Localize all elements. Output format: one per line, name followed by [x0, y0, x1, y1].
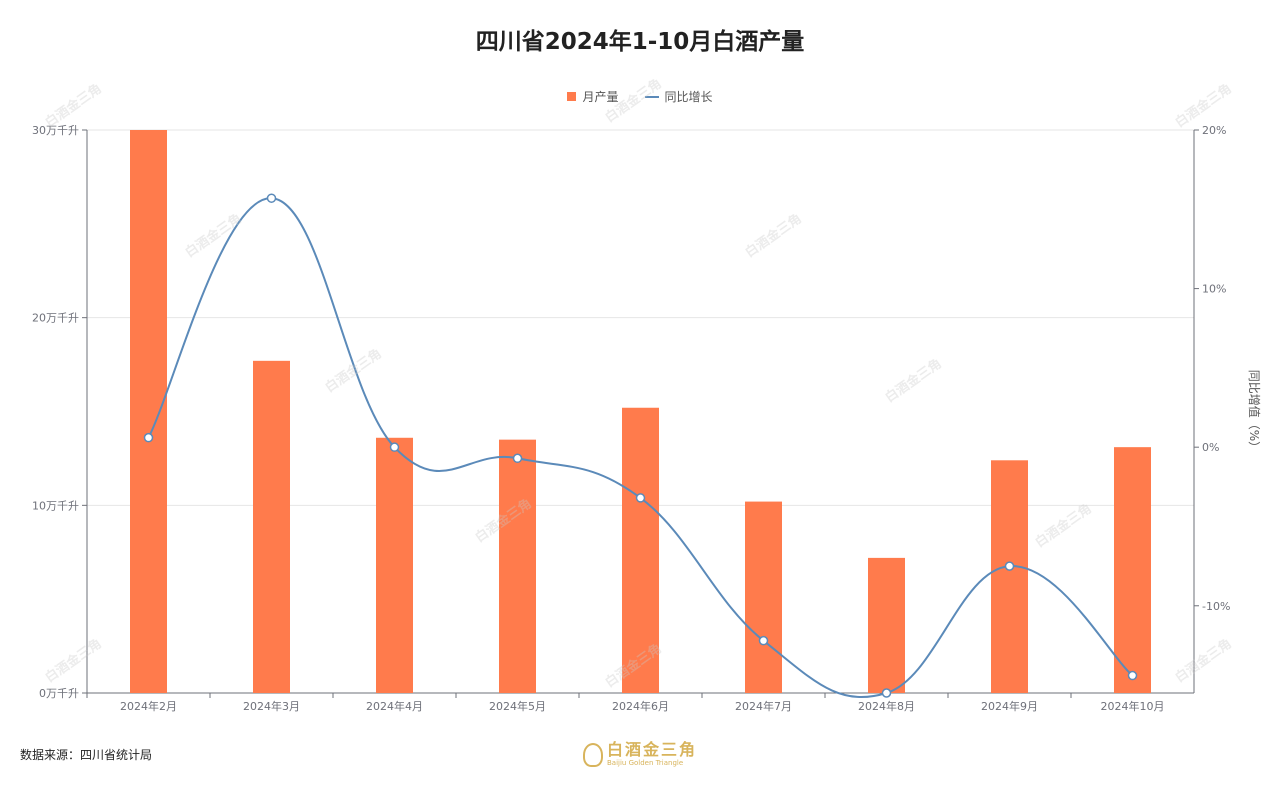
x-tick-label: 2024年10月 [1101, 699, 1165, 713]
legend-label-line: 同比增长 [664, 90, 713, 104]
brand-logo: 白酒金三角 Baijiu Golden Triangle [583, 742, 697, 767]
bar [376, 437, 413, 693]
y-left-tick-label: 20万千升 [32, 312, 79, 325]
legend-label-bar: 月产量 [582, 90, 619, 104]
logo-text-en: Baijiu Golden Triangle [607, 759, 684, 767]
legend-item-line[interactable]: 同比增长 [644, 88, 713, 105]
y-right-tick-label: 20% [1202, 124, 1226, 137]
x-tick-label: 2024年4月 [366, 699, 423, 713]
line-point [635, 493, 646, 503]
chart-title: 四川省2024年1-10月白酒产量 [475, 29, 805, 55]
x-tick-label: 2024年8月 [858, 699, 915, 713]
line-point [758, 635, 769, 646]
y-right-tick-label: -10% [1202, 600, 1230, 613]
line-point [266, 193, 277, 203]
y-left-tick-label: 0万千升 [39, 687, 79, 700]
legend-swatch-bar [567, 92, 577, 101]
line-point [1127, 670, 1138, 681]
y-right-tick-label: 0% [1202, 441, 1219, 454]
logo-text-cn: 白酒金三角 [607, 740, 698, 759]
x-tick-label: 2024年7月 [735, 699, 792, 713]
bar [130, 130, 167, 693]
bar [499, 439, 536, 693]
x-tick-label: 2024年5月 [489, 699, 546, 713]
x-tick-label: 2024年2月 [120, 699, 177, 713]
line-point [389, 442, 400, 452]
y-right-tick-label: 10% [1202, 283, 1226, 296]
bar [868, 557, 905, 693]
x-tick-label: 2024年9月 [981, 699, 1038, 713]
line-point [1004, 561, 1015, 571]
chart-legend: 月产量 同比增长 [0, 88, 1280, 105]
x-tick-label: 2024年3月 [243, 699, 300, 713]
y-right-axis-label: 同比增值（%） [1247, 370, 1262, 453]
chart-plot: 0万千升 10万千升 20万千升 30万千升 -10% 0% 10% 20% 同比增值（%） 20… [32, 124, 1262, 713]
data-source: 数据来源：四川省统计局 [20, 748, 153, 762]
line-point [881, 688, 892, 698]
legend-item-bar[interactable]: 月产量 [567, 88, 619, 105]
bar [745, 501, 782, 693]
line-point [512, 453, 523, 464]
y-left-tick-label: 10万千升 [32, 499, 79, 512]
bar [253, 360, 290, 693]
x-tick-label: 2024年6月 [612, 699, 669, 713]
bar [991, 460, 1028, 693]
line-series [147, 197, 1134, 698]
line-point [143, 432, 154, 443]
legend-swatch-line [644, 95, 659, 98]
y-left-tick-label: 30万千升 [32, 124, 79, 137]
bar [1114, 447, 1151, 693]
bar [622, 407, 659, 693]
logo-icon [583, 742, 603, 767]
